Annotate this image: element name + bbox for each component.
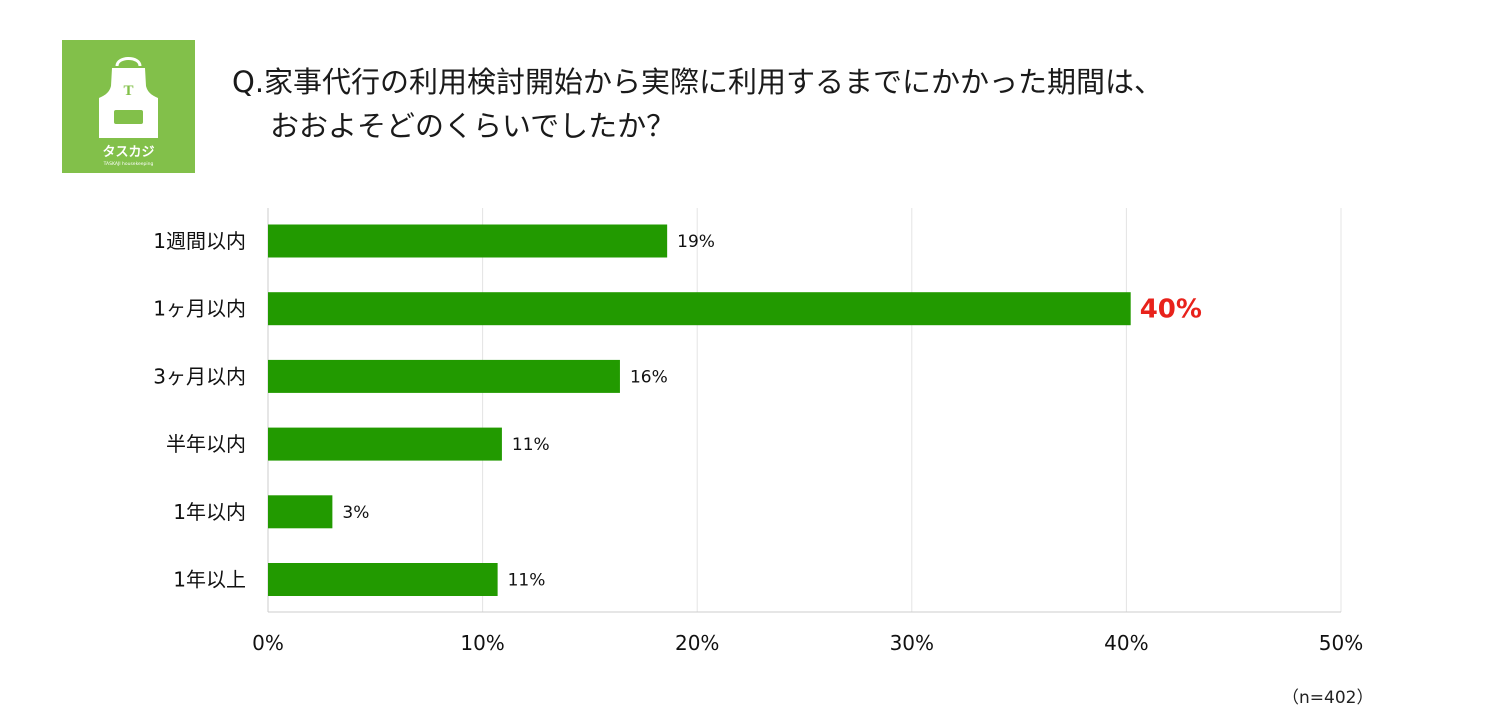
bar xyxy=(268,495,333,529)
category-label: 1週間以内 xyxy=(153,229,246,253)
x-tick-label: 30% xyxy=(890,631,934,655)
x-tick-label: 50% xyxy=(1319,631,1363,655)
data-label: 16% xyxy=(630,367,668,387)
logo-brand-text: タスカジ xyxy=(102,145,154,160)
data-label: 11% xyxy=(508,571,546,591)
x-tick-label: 0% xyxy=(252,631,284,655)
category-label: 半年以内 xyxy=(166,432,246,456)
taskaji-logo: T タスカジ TASKAJI housekeeping xyxy=(62,40,195,173)
category-label: 3ヶ月以内 xyxy=(153,364,246,388)
x-axis-tick-labels: 0% 10% 20% 30% 40% 50% xyxy=(252,631,1363,655)
x-tick-label: 20% xyxy=(675,631,719,655)
logo-letter: T xyxy=(123,83,133,99)
bar xyxy=(268,359,620,393)
bar xyxy=(268,224,668,258)
x-tick-label: 40% xyxy=(1104,631,1148,655)
apron-icon: T xyxy=(99,57,158,138)
data-label: 19% xyxy=(677,232,715,252)
data-labels: 19% 40% 16% 11% 3% 11% xyxy=(342,232,1202,591)
logo-sub-text: TASKAJI housekeeping xyxy=(103,161,154,167)
x-tick-label: 10% xyxy=(460,631,504,655)
data-label-highlight: 40% xyxy=(1140,295,1202,325)
chart-title: Q.家事代行の利用検討開始から実際に利用するまでにかかった期間は、 おおよそどの… xyxy=(232,60,1472,148)
chart-title-line-1: Q.家事代行の利用検討開始から実際に利用するまでにかかった期間は、 xyxy=(232,65,1164,99)
data-label: 11% xyxy=(512,435,550,455)
grid-lines xyxy=(267,208,1342,613)
chart-title-line-2: おおよそどのくらいでしたか？ xyxy=(270,109,676,143)
data-label: 3% xyxy=(342,503,369,523)
bars xyxy=(268,224,1131,596)
category-label: 1年以上 xyxy=(173,568,246,592)
category-label: 1ヶ月以内 xyxy=(153,297,246,321)
bar xyxy=(268,427,502,461)
category-label: 1年以内 xyxy=(173,500,246,524)
sample-size-note: （n=402） xyxy=(1282,688,1374,708)
bar xyxy=(268,563,498,596)
bar xyxy=(268,292,1131,326)
